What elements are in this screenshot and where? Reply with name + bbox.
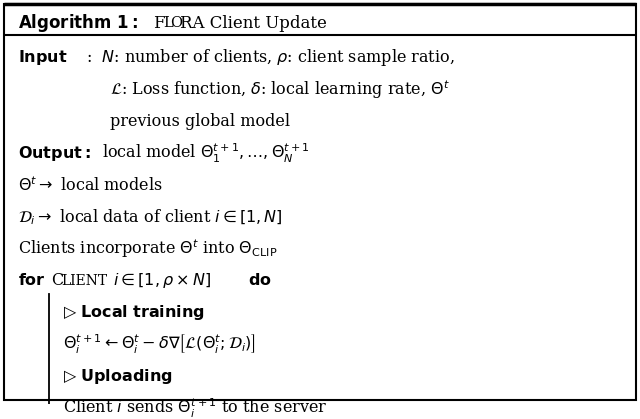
Text: LIENT: LIENT	[61, 274, 107, 288]
Text: $\bf{do}$: $\bf{do}$	[248, 272, 272, 289]
Text: $i \in [1, \rho \times N]$: $i \in [1, \rho \times N]$	[113, 272, 211, 290]
Text: RA Client Update: RA Client Update	[180, 15, 327, 32]
Text: O: O	[170, 16, 182, 30]
Text: $\Theta^t \rightarrow$ local models: $\Theta^t \rightarrow$ local models	[18, 176, 163, 194]
Text: $\bf{Input}$: $\bf{Input}$	[18, 49, 68, 67]
Text: $\triangleright$ $\bf{Local\ training}$: $\triangleright$ $\bf{Local\ training}$	[63, 303, 205, 322]
Text: L: L	[163, 16, 173, 30]
Text: $\triangleright$ $\bf{Uploading}$: $\triangleright$ $\bf{Uploading}$	[63, 367, 173, 386]
Text: previous global model: previous global model	[110, 113, 290, 130]
Text: $\mathcal{D}_i \rightarrow$ local data of client $i \in [1, N]$: $\mathcal{D}_i \rightarrow$ local data o…	[18, 207, 283, 227]
Text: $\Theta_i^{t+1} \leftarrow \Theta_i^{t} - \delta \nabla \left[\mathcal{L}(\Theta: $\Theta_i^{t+1} \leftarrow \Theta_i^{t} …	[63, 333, 256, 356]
Text: :  $N$: number of clients, $\rho$: client sample ratio,: : $N$: number of clients, $\rho$: client…	[76, 47, 454, 68]
Text: local model $\Theta_1^{t+1},\ldots,\Theta_N^{t+1}$: local model $\Theta_1^{t+1},\ldots,\Thet…	[102, 142, 310, 165]
Text: $\bf{Algorithm\ 1:}$: $\bf{Algorithm\ 1:}$	[18, 12, 138, 34]
Text: Client $i$ sends $\Theta_i^{t+1}$ to the server: Client $i$ sends $\Theta_i^{t+1}$ to the…	[63, 396, 327, 419]
Text: $\bf{Output:}$: $\bf{Output:}$	[18, 144, 91, 163]
Text: C: C	[51, 272, 63, 289]
Text: $\mathcal{L}$: Loss function, $\delta$: local learning rate, $\Theta^t$: $\mathcal{L}$: Loss function, $\delta$: …	[110, 78, 450, 101]
Text: $\bf{for}$: $\bf{for}$	[18, 272, 46, 289]
Text: Clients incorporate $\Theta^t$ into $\Theta_{\rm CLIP}$: Clients incorporate $\Theta^t$ into $\Th…	[18, 238, 277, 260]
Text: F: F	[153, 15, 164, 32]
